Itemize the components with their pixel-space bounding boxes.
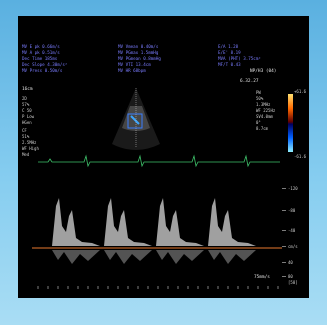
spectral-doppler bbox=[52, 198, 256, 264]
pw-2: 1.3MHz bbox=[256, 102, 271, 107]
velocity-label: -120 bbox=[288, 186, 298, 191]
pw-5: 0° bbox=[256, 120, 261, 125]
measure-right-0: E/A 1.28 bbox=[218, 44, 239, 49]
depth-label: 16cm bbox=[22, 86, 33, 92]
ultrasound-monitor: MV E pk 0.66m/s MV A pk 0.51m/s Dec Time… bbox=[18, 16, 309, 298]
doppler-noise bbox=[156, 250, 204, 264]
time-ticks bbox=[37, 286, 279, 289]
sweep-speed: 75mm/s bbox=[254, 274, 270, 280]
velocity-scale: -120 -80 -40 cm/s 40 80 bbox=[282, 186, 298, 279]
measure-right-3: MF/T 0.43 bbox=[218, 62, 241, 67]
measure-mid-2: MV PGmean 0.8mmHg bbox=[118, 56, 161, 61]
setting-8: WF High bbox=[22, 146, 39, 151]
pw-settings: PW 50% 1.3MHz WF 225Hz SV4.0mm 0° 8.7cm bbox=[256, 90, 276, 131]
color-scale-bottom: -61.6 bbox=[294, 154, 307, 159]
measure-left-1: MV A pk 0.51m/s bbox=[22, 50, 60, 55]
left-settings: 2D 57% C 50 P Low HGen CF 51% 2.5MHz WF … bbox=[22, 96, 39, 157]
measure-mid-3: MV VTI 13.4cm bbox=[118, 62, 151, 67]
velocity-label: -80 bbox=[288, 208, 296, 213]
setting-9: Med bbox=[22, 152, 30, 157]
color-box bbox=[127, 113, 143, 129]
measure-left-3: Dec Slope 4.30m/s² bbox=[22, 62, 67, 67]
top-right-label: NP/H3 (04) bbox=[250, 68, 276, 74]
velocity-label: 80 bbox=[288, 274, 293, 279]
setting-5: CF bbox=[22, 128, 27, 133]
measure-mid-0: MV Vmean 0.40m/s bbox=[118, 44, 159, 49]
bpm-readout: [58] bbox=[288, 280, 298, 285]
pw-1: 50% bbox=[256, 96, 264, 101]
doppler-beat bbox=[208, 198, 256, 246]
setting-3: P Low bbox=[22, 114, 35, 119]
setting-7: 2.5MHz bbox=[22, 140, 37, 145]
color-flow bbox=[130, 115, 140, 125]
pw-4: SV4.0mm bbox=[256, 114, 273, 119]
setting-0: 2D bbox=[22, 96, 27, 101]
time-readout: 6.32.27 bbox=[240, 78, 259, 84]
color-scale-bar bbox=[288, 94, 293, 152]
measurements-mid: MV Vmean 0.40m/s MV PGmax 1.5mmHg MV PGm… bbox=[118, 44, 161, 73]
velocity-label: 40 bbox=[288, 260, 293, 265]
setting-6: 51% bbox=[22, 134, 30, 139]
setting-1: 57% bbox=[22, 102, 30, 107]
doppler-beat bbox=[156, 198, 204, 246]
setting-4: HGen bbox=[22, 120, 32, 125]
measure-left-2: Dec Time 185ms bbox=[22, 56, 58, 61]
measure-mid-4: MV HR 68bpm bbox=[118, 68, 146, 73]
measure-left-0: MV E pk 0.66m/s bbox=[22, 44, 60, 49]
measure-right-1: E/E' 8.19 bbox=[218, 50, 241, 55]
measure-left-4: MV Press 0.50m/s bbox=[22, 68, 63, 73]
doppler-noise bbox=[52, 250, 100, 264]
pw-6: 8.7cm bbox=[256, 126, 269, 131]
pw-3: WF 225Hz bbox=[256, 108, 276, 113]
measurements-left: MV E pk 0.66m/s MV A pk 0.51m/s Dec Time… bbox=[22, 44, 67, 73]
pw-0: PW bbox=[256, 90, 261, 95]
velocity-label: cm/s bbox=[288, 244, 298, 249]
doppler-beat bbox=[52, 198, 100, 246]
doppler-noise bbox=[208, 250, 256, 264]
doppler-noise bbox=[104, 250, 152, 264]
doppler-beat bbox=[104, 198, 152, 246]
measure-right-2: MVA (PHT) 3.75cm² bbox=[218, 56, 261, 61]
measurements-right: E/A 1.28 E/E' 8.19 MVA (PHT) 3.75cm² MF/… bbox=[218, 44, 276, 74]
sector-image bbox=[112, 88, 160, 150]
ultrasound-screen: MV E pk 0.66m/s MV A pk 0.51m/s Dec Time… bbox=[22, 44, 307, 289]
velocity-label: -40 bbox=[288, 228, 296, 233]
ecg-trace bbox=[38, 154, 280, 168]
color-scale-top: +61.6 bbox=[294, 89, 307, 94]
setting-2: C 50 bbox=[22, 108, 32, 113]
measure-mid-1: MV PGmax 1.5mmHg bbox=[118, 50, 159, 55]
